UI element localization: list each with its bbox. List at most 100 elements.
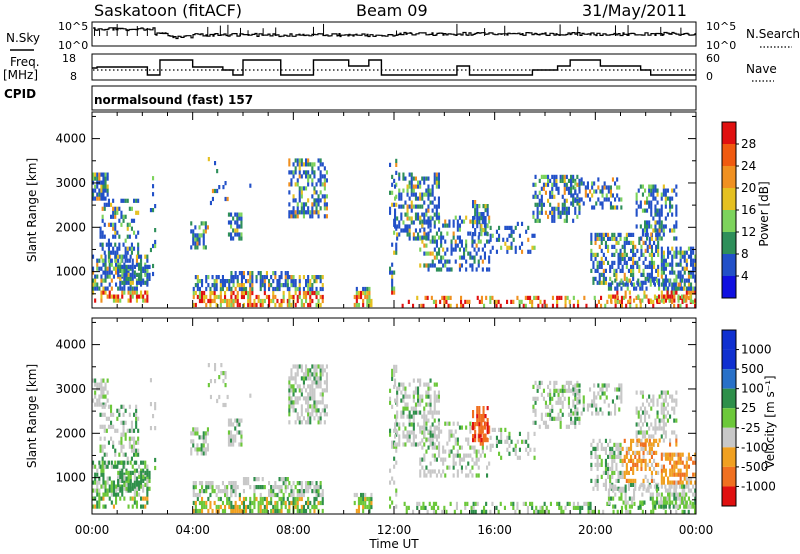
range-gate-cell bbox=[119, 468, 122, 473]
range-gate-cell bbox=[321, 174, 324, 179]
range-gate-cell bbox=[433, 434, 436, 439]
range-gate-cell bbox=[687, 246, 690, 251]
range-gate-cell bbox=[478, 414, 481, 419]
range-gate-cell bbox=[309, 500, 312, 506]
range-gate-cell bbox=[500, 245, 503, 250]
range-gate-cell bbox=[227, 232, 230, 237]
range-gate-cell bbox=[249, 283, 252, 288]
range-gate-cell bbox=[427, 267, 430, 272]
range-gate-cell bbox=[495, 439, 498, 444]
range-gate-cell bbox=[298, 416, 301, 421]
range-gate-cell bbox=[667, 488, 670, 493]
range-gate-cell bbox=[433, 469, 436, 474]
range-gate-cell bbox=[664, 266, 667, 271]
range-gate-cell bbox=[124, 408, 127, 413]
range-gate-cell bbox=[319, 400, 322, 405]
range-gate-cell bbox=[540, 380, 543, 385]
range-gate-cell bbox=[135, 210, 138, 215]
velocity-y-axis-label: Slant Range [km] bbox=[25, 364, 39, 468]
range-gate-cell bbox=[391, 500, 394, 505]
range-gate-cell bbox=[692, 270, 695, 275]
range-gate-cell bbox=[226, 485, 229, 490]
range-gate-cell bbox=[668, 282, 671, 287]
range-gate-cell bbox=[290, 388, 293, 393]
range-gate-cell bbox=[106, 492, 109, 497]
range-gate-cell bbox=[218, 375, 221, 380]
range-gate-cell bbox=[660, 196, 663, 201]
range-gate-cell bbox=[249, 271, 252, 276]
range-gate-cell bbox=[657, 240, 660, 245]
range-gate-cell bbox=[615, 276, 618, 281]
range-gate-cell bbox=[613, 458, 616, 463]
range-gate-cell bbox=[444, 421, 447, 426]
range-gate-cell bbox=[664, 468, 667, 473]
range-gate-cell bbox=[574, 206, 577, 211]
range-gate-cell bbox=[654, 208, 657, 213]
range-gate-cell bbox=[640, 458, 643, 463]
range-gate-cell bbox=[298, 283, 301, 288]
range-gate-cell bbox=[630, 458, 633, 463]
range-gate-cell bbox=[437, 200, 440, 205]
range-gate-cell bbox=[685, 480, 688, 485]
range-gate-cell bbox=[639, 303, 642, 308]
range-gate-cell bbox=[598, 232, 601, 237]
range-gate-cell bbox=[557, 210, 560, 215]
range-gate-cell bbox=[232, 279, 235, 284]
range-gate-cell bbox=[280, 489, 283, 494]
range-gate-cell bbox=[639, 184, 642, 189]
range-gate-cell bbox=[140, 496, 143, 501]
range-gate-cell bbox=[472, 224, 475, 229]
range-gate-cell bbox=[518, 233, 521, 238]
range-gate-cell bbox=[681, 452, 684, 457]
range-gate-cell bbox=[362, 500, 365, 506]
range-gate-cell bbox=[478, 232, 481, 237]
range-gate-cell bbox=[469, 263, 472, 268]
range-gate-cell bbox=[259, 504, 262, 510]
range-gate-cell bbox=[307, 210, 310, 215]
range-gate-cell bbox=[238, 236, 241, 241]
range-gate-cell bbox=[544, 400, 547, 405]
range-gate-cell bbox=[292, 214, 295, 219]
range-gate-cell bbox=[578, 416, 581, 421]
range-gate-cell bbox=[669, 208, 672, 213]
range-gate-cell bbox=[274, 302, 277, 308]
range-gate-cell bbox=[572, 185, 575, 190]
range-gate-cell bbox=[576, 193, 579, 198]
range-gate-cell bbox=[567, 380, 570, 385]
range-gate-cell bbox=[669, 414, 672, 419]
range-gate-cell bbox=[135, 448, 138, 453]
range-gate-cell bbox=[198, 508, 201, 514]
range-gate-cell bbox=[547, 424, 550, 429]
range-gate-cell bbox=[639, 390, 642, 395]
range-gate-cell bbox=[648, 426, 651, 431]
range-gate-cell bbox=[596, 478, 599, 483]
range-gate-cell bbox=[116, 416, 119, 421]
range-gate-cell bbox=[245, 508, 248, 514]
range-gate-cell bbox=[259, 271, 262, 276]
range-gate-cell bbox=[117, 268, 120, 273]
range-gate-cell bbox=[633, 282, 636, 287]
range-gate-cell bbox=[245, 286, 248, 292]
range-gate-cell bbox=[247, 294, 250, 300]
range-gate-cell bbox=[681, 250, 684, 255]
range-gate-cell bbox=[689, 504, 692, 509]
range-gate-cell bbox=[309, 290, 312, 296]
range-gate-cell bbox=[251, 271, 254, 276]
range-gate-cell bbox=[599, 201, 602, 206]
range-gate-cell bbox=[422, 505, 425, 510]
noise-right-tick-bottom: 10^0 bbox=[706, 39, 736, 52]
range-gate-cell bbox=[96, 504, 99, 509]
range-gate-cell bbox=[100, 472, 103, 477]
range-gate-cell bbox=[268, 481, 271, 486]
range-gate-cell bbox=[129, 474, 132, 479]
range-gate-cell bbox=[524, 295, 527, 300]
range-gate-cell bbox=[284, 275, 287, 280]
range-gate-cell bbox=[198, 298, 201, 304]
range-gate-cell bbox=[402, 220, 405, 225]
range-gate-cell bbox=[198, 237, 201, 242]
range-gate-cell bbox=[536, 388, 539, 393]
range-gate-cell bbox=[681, 460, 684, 465]
range-gate-cell bbox=[567, 384, 570, 389]
range-gate-cell bbox=[255, 302, 258, 308]
range-gate-cell bbox=[259, 485, 262, 490]
